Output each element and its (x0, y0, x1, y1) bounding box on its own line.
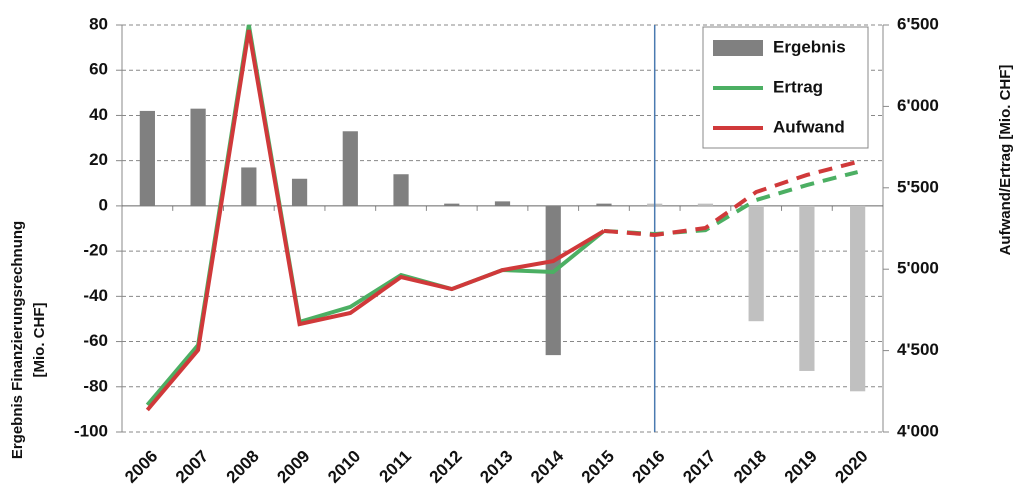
y2-tick-label: 5'500 (897, 177, 939, 196)
x-tick-label: 2013 (476, 447, 516, 487)
bar (393, 174, 409, 206)
y-tick-label: -20 (83, 241, 108, 260)
bar (850, 205, 866, 392)
bar (241, 167, 257, 206)
x-tick-label: 2020 (831, 447, 871, 487)
bar (139, 110, 155, 206)
x-tick-label: 2010 (324, 447, 364, 487)
legend-label: Ergebnis (773, 37, 846, 56)
y-tick-label: -80 (83, 376, 108, 395)
y-tick-label: 0 (99, 195, 108, 214)
y-axis-label: Ergebnis Finanzierungsrechnung (9, 221, 26, 459)
bar (748, 205, 764, 322)
legend-label: Ertrag (773, 77, 823, 96)
x-tick-label: 2018 (730, 447, 770, 487)
x-tick-label: 2017 (679, 447, 719, 487)
bar (444, 203, 460, 206)
x-tick-label: 2006 (121, 447, 161, 487)
y-tick-label: 20 (89, 150, 108, 169)
y-tick-label: 40 (89, 105, 108, 124)
x-tick-label: 2009 (273, 447, 313, 487)
bar (545, 205, 561, 356)
bar (342, 131, 358, 206)
y2-tick-label: 6'500 (897, 14, 939, 33)
legend-label: Aufwand (773, 117, 845, 136)
y-tick-label: -100 (74, 421, 108, 440)
x-tick-label: 2012 (426, 447, 466, 487)
bar (494, 201, 511, 206)
y2-tick-label: 6'000 (897, 96, 939, 115)
y-tick-label: -40 (83, 286, 108, 305)
y-tick-label: 80 (89, 14, 108, 33)
y2-axis-label: Aufwand/Ertrag [Mio. CHF] (997, 65, 1014, 256)
line (145, 29, 605, 412)
bar (697, 203, 714, 206)
y-tick-label: 60 (89, 60, 108, 79)
line (603, 159, 859, 238)
y-tick-label: -60 (83, 331, 108, 350)
bar (291, 178, 308, 206)
bar (190, 108, 206, 206)
legend-swatch (713, 40, 763, 56)
y2-tick-label: 4'000 (897, 421, 939, 440)
bar (799, 205, 815, 371)
line (603, 170, 859, 237)
x-tick-label: 2011 (376, 447, 416, 487)
line (145, 24, 606, 407)
y-axis-unit: [Mio. CHF] (31, 303, 48, 378)
x-tick-label: 2019 (781, 447, 821, 487)
y2-tick-label: 5'000 (897, 259, 939, 278)
bar (596, 203, 612, 206)
x-tick-label: 2016 (629, 447, 669, 487)
y2-tick-label: 4'500 (897, 340, 939, 359)
x-tick-label: 2007 (172, 447, 212, 487)
x-tick-label: 2014 (527, 446, 568, 487)
x-tick-label: 2008 (223, 447, 263, 487)
x-tick-label: 2015 (578, 447, 618, 487)
